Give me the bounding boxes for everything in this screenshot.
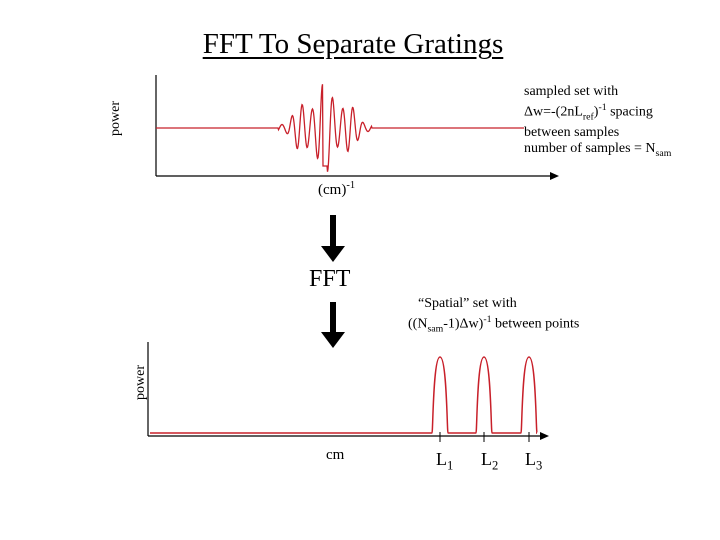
bottom-annotation: “Spatial” set with ((Nsam-1)Δw)-1 betwee… — [408, 296, 579, 337]
top-annotation-line2: Δw=-(2nLref)-1 spacing — [524, 102, 653, 123]
peak-label-l2: L2 — [481, 449, 499, 473]
top-annotation: sampled set with Δw=-(2nLref)-1 spacing … — [524, 84, 671, 162]
bottom-x-axis-arrow — [540, 432, 549, 440]
top-x-axis-arrow — [550, 172, 559, 180]
bottom-plot — [147, 342, 549, 442]
fft-arrow-upper — [321, 215, 345, 262]
top-x-unit-label: (cm)-1 — [318, 180, 356, 198]
top-annotation-line4: number of samples = Nsam — [524, 141, 672, 160]
bottom-annotation-line2: ((Nsam-1)Δw)-1 between points — [408, 314, 580, 335]
top-annotation-line3: between samples — [524, 125, 620, 141]
page-title: FFT To Separate Gratings — [202, 28, 504, 60]
peak-label-l3: L3 — [525, 449, 543, 473]
fft-arrow-lower — [321, 302, 345, 348]
peak-label-l1: L1 — [436, 449, 454, 473]
bottom-annotation-line1: “Spatial” set with — [418, 296, 517, 311]
top-y-axis-label: power — [108, 101, 123, 136]
top-annotation-line1: sampled set with — [524, 84, 619, 99]
interferogram-signal — [156, 84, 524, 172]
bottom-y-axis-label: power — [133, 365, 148, 400]
spatial-signal — [150, 356, 538, 434]
bottom-x-unit-label: cm — [326, 447, 345, 463]
top-plot — [155, 75, 559, 180]
fft-label: FFT — [309, 266, 351, 292]
